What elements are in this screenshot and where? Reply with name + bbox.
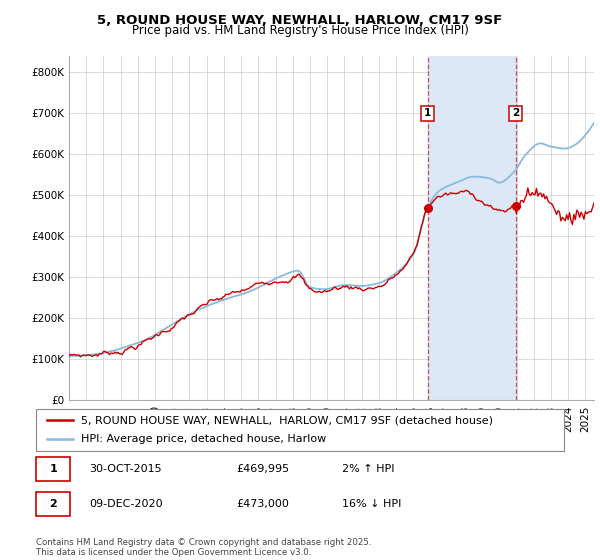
FancyBboxPatch shape	[36, 457, 70, 481]
Text: 5, ROUND HOUSE WAY, NEWHALL,  HARLOW, CM17 9SF (detached house): 5, ROUND HOUSE WAY, NEWHALL, HARLOW, CM1…	[81, 415, 493, 425]
Text: 2% ↑ HPI: 2% ↑ HPI	[342, 464, 395, 474]
Text: 16% ↓ HPI: 16% ↓ HPI	[342, 499, 401, 509]
Text: HPI: Average price, detached house, Harlow: HPI: Average price, detached house, Harl…	[81, 435, 326, 445]
Text: 2: 2	[512, 109, 519, 118]
Text: £473,000: £473,000	[236, 499, 290, 509]
Bar	[428, 56, 515, 400]
FancyBboxPatch shape	[36, 409, 564, 451]
Text: 2: 2	[49, 499, 57, 509]
Text: 1: 1	[49, 464, 57, 474]
FancyBboxPatch shape	[36, 492, 70, 516]
Text: 1: 1	[424, 109, 431, 118]
Text: £469,995: £469,995	[236, 464, 290, 474]
Text: 5, ROUND HOUSE WAY, NEWHALL, HARLOW, CM17 9SF: 5, ROUND HOUSE WAY, NEWHALL, HARLOW, CM1…	[97, 14, 503, 27]
Text: Contains HM Land Registry data © Crown copyright and database right 2025.
This d: Contains HM Land Registry data © Crown c…	[36, 538, 371, 557]
Text: 09-DEC-2020: 09-DEC-2020	[89, 499, 163, 509]
Text: Price paid vs. HM Land Registry's House Price Index (HPI): Price paid vs. HM Land Registry's House …	[131, 24, 469, 36]
Text: 30-OCT-2015: 30-OCT-2015	[89, 464, 161, 474]
